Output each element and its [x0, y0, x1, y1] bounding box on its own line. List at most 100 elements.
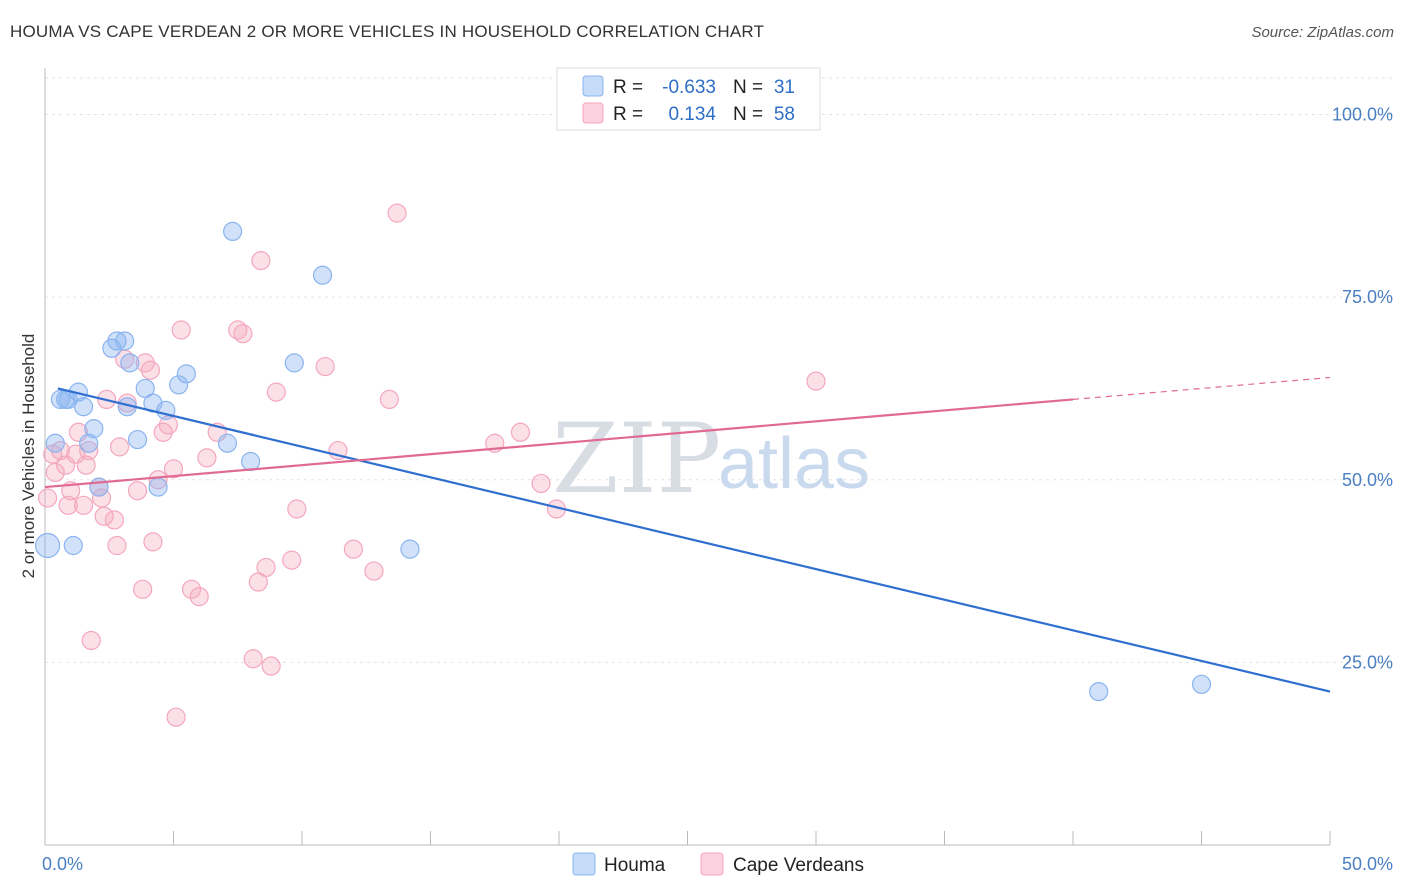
houma-point-29	[1089, 681, 1109, 702]
houma-point-27	[312, 265, 333, 285]
cape-point-35	[197, 448, 217, 468]
cape-point-46	[287, 499, 307, 519]
legend-cape-r-label: R =	[613, 104, 643, 125]
houma-point-16	[127, 429, 148, 450]
houma-point-30	[1191, 674, 1212, 694]
cape-point-22	[127, 481, 148, 501]
cape-point-39	[243, 649, 263, 669]
cape-point-44	[266, 382, 286, 402]
bottom-legend-cape-swatch	[700, 852, 724, 876]
cape-point-45	[282, 550, 302, 570]
x-tick-labels: 0.0% 50.0%	[42, 854, 1393, 874]
houma-point-2	[50, 389, 71, 410]
correlation-legend: R = -0.633 N = 31 R = 0.134 N = 58	[556, 67, 821, 131]
cape-point-38	[233, 324, 253, 344]
houma-point-15	[120, 353, 140, 373]
houma-points	[34, 221, 1212, 702]
watermark: ZIP atlas	[552, 403, 870, 515]
cape-point-0	[37, 488, 58, 508]
houma-point-0	[34, 532, 61, 559]
cape-point-49	[343, 539, 363, 559]
source-label: Source: ZipAtlas.com	[1251, 24, 1394, 41]
cape-point-26	[143, 532, 163, 552]
cape-trend-extension	[1072, 376, 1331, 401]
cape-point-19	[109, 437, 130, 457]
houma-point-19	[148, 477, 168, 497]
watermark-atlas: atlas	[718, 424, 870, 504]
cape-point-29	[158, 415, 178, 435]
grid	[45, 77, 1392, 663]
cape-point-34	[189, 587, 209, 607]
legend-cape-n-value: 58	[774, 104, 795, 125]
houma-point-10	[89, 477, 109, 497]
cape-point-33	[181, 579, 202, 599]
cape-point-10	[76, 455, 96, 475]
legend-houma-swatch	[582, 75, 604, 97]
cape-point-17	[104, 510, 124, 530]
houma-trend-line	[57, 387, 1331, 693]
cape-point-11	[79, 440, 99, 461]
cape-point-31	[166, 707, 186, 727]
y-tick-label-1: 50.0%	[1342, 470, 1393, 490]
cape-point-51	[379, 389, 399, 410]
cape-point-54	[510, 422, 531, 442]
x-tick-label-1: 50.0%	[1342, 854, 1393, 874]
houma-point-8	[79, 433, 99, 453]
cape-point-52	[387, 203, 407, 223]
cape-point-9	[73, 495, 94, 515]
houma-point-21	[169, 375, 189, 395]
cape-trend-line	[44, 398, 1074, 489]
houma-point-25	[241, 451, 261, 472]
cape-point-42	[256, 557, 276, 578]
cape-point-15	[94, 506, 114, 526]
cape-point-55	[531, 473, 551, 494]
chart-title: HOUMA VS CAPE VERDEAN 2 OR MORE VEHICLES…	[10, 22, 765, 41]
cape-point-12	[81, 630, 101, 651]
cape-point-27	[148, 470, 168, 490]
cape-point-18	[107, 535, 127, 556]
cape-point-32	[171, 320, 191, 340]
bottom-legend-houma-label: Houma	[604, 855, 666, 876]
axes	[44, 68, 1331, 846]
series-legend: Houma Cape Verdeans	[572, 852, 864, 876]
cape-point-57	[806, 371, 826, 391]
cape-point-5	[58, 495, 78, 515]
y-tick-labels: 25.0% 50.0% 75.0% 100.0%	[1332, 105, 1393, 673]
legend-houma-r-value: -0.633	[662, 77, 716, 98]
cape-point-37	[228, 320, 248, 340]
bottom-legend-houma-swatch	[572, 852, 596, 876]
legend-houma-n-label: N =	[733, 77, 763, 98]
cape-point-41	[251, 251, 271, 271]
houma-point-1	[45, 433, 65, 453]
houma-point-22	[176, 364, 196, 384]
houma-point-13	[115, 331, 135, 351]
x-tick-label-0: 0.0%	[42, 854, 83, 874]
legend-cape-r-value: 0.134	[668, 104, 716, 125]
cape-point-50	[364, 561, 384, 581]
cape-point-25	[140, 360, 160, 380]
legend-cape-n-label: N =	[733, 104, 763, 125]
houma-point-12	[107, 331, 127, 351]
legend-houma-r-label: R =	[613, 77, 643, 98]
y-tick-label-0: 25.0%	[1342, 652, 1393, 672]
houma-point-26	[284, 353, 304, 373]
watermark-zip: ZIP	[552, 403, 721, 515]
legend-houma-n-value: 31	[774, 77, 795, 98]
trend-lines	[44, 376, 1331, 693]
bottom-legend-cape-label: Cape Verdeans	[733, 855, 864, 876]
houma-point-9	[84, 419, 104, 439]
cape-point-2	[45, 462, 65, 483]
houma-point-23	[217, 433, 238, 453]
legend-cape-swatch	[582, 102, 604, 124]
cape-point-23	[133, 579, 153, 599]
cape-point-30	[163, 459, 184, 479]
houma-point-5	[63, 535, 83, 556]
cape-point-47	[315, 356, 335, 377]
houma-point-24	[223, 221, 243, 241]
houma-point-28	[400, 539, 420, 559]
houma-point-7	[73, 397, 94, 417]
y-tick-label-2: 75.0%	[1342, 287, 1393, 307]
cape-verdeans-points	[37, 203, 826, 727]
cape-point-43	[261, 656, 281, 676]
